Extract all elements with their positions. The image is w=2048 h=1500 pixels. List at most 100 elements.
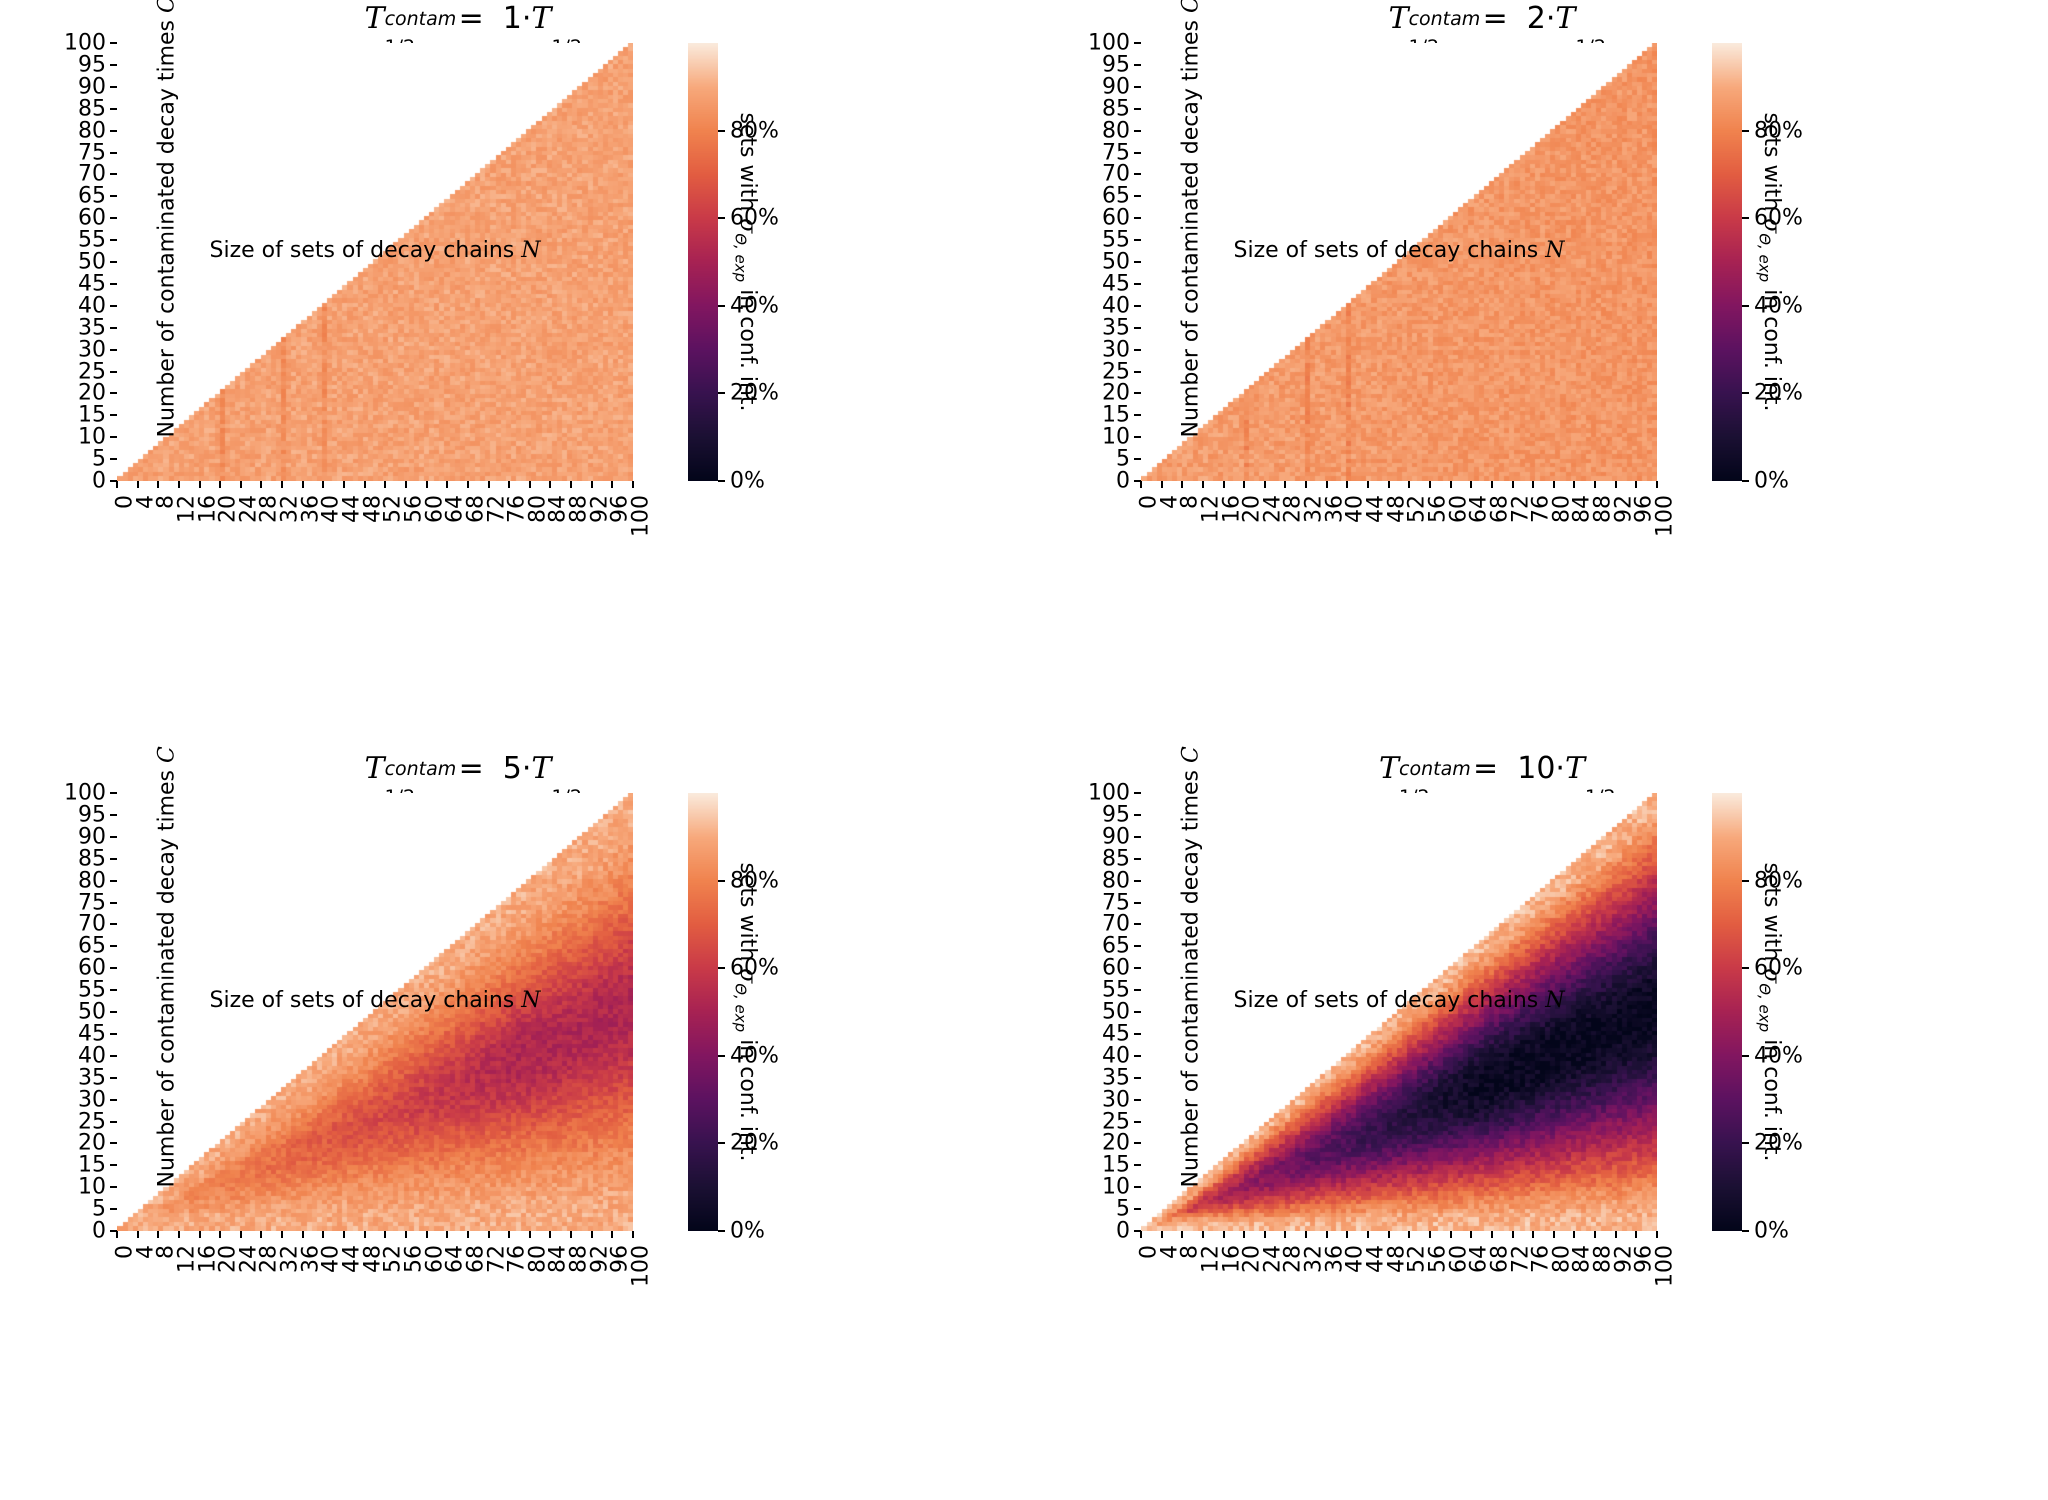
y-tick-label: 60 [1102, 205, 1130, 231]
x-tick-mark [632, 1231, 634, 1238]
x-axis-label: Size of sets of decay chains N [1233, 988, 1565, 1013]
title-equals: = [458, 1, 484, 36]
y-tick-mark [1134, 901, 1141, 904]
y-tick-label: 45 [1102, 271, 1130, 297]
colorbar-gradient [688, 43, 718, 481]
y-tick-mark [1134, 1098, 1141, 1101]
x-tick-mark [1573, 1231, 1576, 1238]
colorbar[interactable]: 0% 20% 40% 60% 80% sets with σΘ, exp in conf… [688, 793, 779, 1244]
colorbar-tick-label: 20% [1754, 1130, 1803, 1156]
title-superscript: contam [1399, 758, 1471, 780]
panel-title: Tcontam1/2= 1·T1/2 [110, 1, 830, 59]
x-tick-mark [1635, 481, 1638, 488]
heatmap-axes[interactable]: Number of contaminated decay times C Siz… [64, 0, 654, 537]
x-tick-mark [177, 481, 180, 488]
x-tick-mark [425, 481, 428, 488]
x-tick-mark [487, 1231, 490, 1238]
x-tick-mark [570, 481, 573, 488]
x-tick-mark [590, 1231, 593, 1238]
y-tick-mark [110, 63, 117, 66]
x-tick-mark [1201, 481, 1204, 488]
y-tick-label: 10 [78, 1174, 106, 1200]
colorbar-tick-mark [718, 392, 725, 395]
y-tick-mark [110, 1230, 117, 1232]
heatmap-axes[interactable]: Number of contaminated decay times C Siz… [64, 746, 654, 1287]
colorbar-tick-label: 80% [730, 118, 779, 144]
y-tick-label: 55 [78, 977, 106, 1003]
y-tick-label: 35 [1102, 315, 1130, 341]
y-tick-mark [1134, 85, 1141, 88]
colorbar-tick-mark [1742, 967, 1749, 970]
title-factor: 5 [502, 751, 522, 786]
y-tick-mark [1134, 436, 1141, 439]
y-tick-mark [110, 879, 117, 882]
y-tick-label: 15 [1102, 402, 1130, 428]
y-tick-label: 60 [1102, 955, 1130, 981]
y-tick-mark [110, 261, 117, 263]
y-tick-label: 15 [78, 1152, 106, 1178]
colorbar[interactable]: 0% 20% 40% 60% 80% sets with σΘ, exp in conf… [688, 43, 779, 494]
colorbar[interactable]: 0% 20% 40% 60% 80% sets with σΘ, exp in conf… [1712, 793, 1803, 1244]
x-tick-mark [157, 1231, 160, 1238]
y-tick-mark [1134, 282, 1141, 285]
x-tick-mark [1428, 481, 1431, 488]
y-tick-label: 95 [78, 52, 106, 78]
y-tick-label: 65 [1102, 183, 1130, 209]
x-tick-mark [1140, 481, 1142, 488]
heatmap-axes[interactable]: Number of contaminated decay times C Siz… [1088, 0, 1678, 537]
y-tick-mark [110, 1164, 117, 1167]
heatmap-image [117, 43, 633, 481]
x-tick-mark [384, 1231, 387, 1238]
x-tick-mark [260, 481, 263, 488]
x-tick-mark [136, 1231, 139, 1238]
y-tick-label: 20 [1102, 1130, 1130, 1156]
y-tick-mark [110, 1011, 117, 1013]
x-tick-mark [1490, 481, 1493, 488]
y-tick-mark [110, 1186, 117, 1189]
y-tick-mark [1134, 63, 1141, 66]
title-symbol-T: T [364, 751, 385, 786]
y-tick-mark [1134, 923, 1141, 926]
x-tick-mark [384, 481, 387, 488]
y-tick-label: 35 [1102, 1065, 1130, 1091]
y-tick-mark [1134, 480, 1141, 482]
x-tick-mark [1532, 481, 1535, 488]
x-axis-label: Size of sets of decay chains N [209, 238, 541, 263]
y-tick-mark [110, 129, 117, 132]
colorbar-tick-mark [718, 879, 725, 882]
y-tick-mark [110, 835, 117, 838]
x-tick-label: 100 [628, 495, 654, 537]
y-tick-label: 45 [78, 1021, 106, 1047]
panel-bottom-left: Tcontam1/2= 5·T1/2 Number of contaminate… [0, 746, 1024, 1500]
x-axis-label: Size of sets of decay chains N [1233, 238, 1565, 263]
x-tick-mark [1346, 481, 1349, 488]
colorbar[interactable]: 0% 20% 40% 60% 80% sets with σΘ, exp in conf… [1712, 43, 1803, 494]
y-tick-mark [1134, 813, 1141, 816]
x-tick-mark [1160, 481, 1163, 488]
y-tick-mark [1134, 989, 1141, 992]
y-axis-label: Number of contaminated decay times C [1178, 0, 1204, 438]
y-tick-mark [110, 901, 117, 904]
y-tick-label: 75 [1102, 890, 1130, 915]
x-tick-mark [1325, 481, 1328, 488]
y-tick-mark [1134, 1164, 1141, 1167]
colorbar-tick-label: 80% [1754, 118, 1803, 144]
x-tick-mark [1408, 1231, 1411, 1238]
y-tick-mark [1134, 1142, 1141, 1145]
title-equals: = [1482, 1, 1508, 36]
panel-title: Tcontam1/2= 10·T1/2 [1134, 752, 1854, 809]
y-tick-mark [1134, 107, 1141, 110]
y-tick-label: 50 [78, 999, 106, 1025]
y-tick-label: 65 [1102, 933, 1130, 959]
y-tick-mark [110, 1076, 117, 1079]
y-tick-label: 5 [92, 446, 106, 472]
colorbar-tick-label: 20% [1754, 380, 1803, 406]
y-tick-mark [110, 480, 117, 482]
colorbar-tick-mark [718, 1054, 725, 1057]
x-tick-mark [1263, 481, 1266, 488]
colorbar-tick-mark [718, 217, 725, 220]
heatmap-axes[interactable]: Number of contaminated decay times C Siz… [1088, 746, 1678, 1287]
y-tick-label: 70 [1102, 911, 1130, 937]
x-tick-mark [1367, 1231, 1370, 1238]
